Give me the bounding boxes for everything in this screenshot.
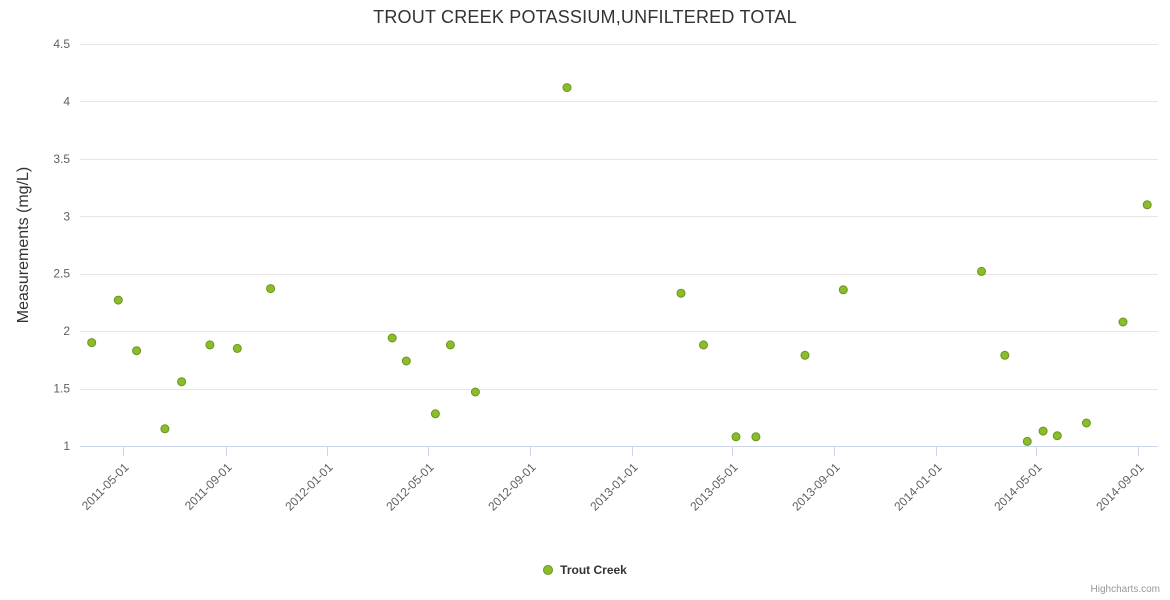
y-tick-label: 1 (63, 439, 70, 453)
data-point[interactable] (699, 340, 708, 350)
data-point[interactable] (1000, 350, 1010, 360)
x-tick-label: 2012-05-01 (383, 460, 437, 514)
data-point[interactable] (1118, 317, 1128, 327)
legend-marker-icon (543, 565, 554, 575)
x-tick-label: 2014-09-01 (1093, 460, 1147, 514)
data-point[interactable] (1038, 426, 1048, 436)
legend-label: Trout Creek (560, 563, 627, 577)
y-tick-label: 4.5 (53, 37, 70, 51)
x-tick-label: 2011-09-01 (182, 460, 235, 513)
data-point[interactable] (401, 356, 411, 366)
data-point[interactable] (445, 340, 455, 350)
legend-item-trout-creek[interactable]: Trout Creek (0, 563, 1170, 577)
data-point[interactable] (205, 340, 215, 350)
data-point[interactable] (751, 432, 761, 442)
data-point[interactable] (232, 343, 242, 353)
data-point[interactable] (676, 288, 686, 298)
data-point[interactable] (266, 284, 276, 294)
data-point[interactable] (1081, 418, 1091, 428)
x-tick-label: 2014-05-01 (991, 460, 1045, 514)
data-point[interactable] (800, 350, 810, 360)
data-point[interactable] (87, 338, 97, 348)
y-tick-label: 3.5 (53, 152, 70, 166)
x-tick-label: 2012-01-01 (282, 460, 336, 514)
data-point[interactable] (132, 346, 142, 356)
data-point[interactable] (731, 432, 741, 442)
y-tick-label: 4 (63, 94, 70, 108)
y-tick-label: 2 (63, 324, 70, 338)
x-tick-label: 2011-05-01 (79, 460, 132, 513)
data-point[interactable] (177, 377, 187, 387)
y-tick-label: 1.5 (53, 382, 70, 396)
x-tick-label: 2012-09-01 (485, 460, 539, 514)
data-point[interactable] (470, 387, 480, 397)
data-point[interactable] (562, 83, 572, 93)
data-point[interactable] (113, 295, 123, 305)
data-point[interactable] (1052, 431, 1062, 441)
x-tick-label: 2013-05-01 (687, 460, 741, 514)
y-tick-label: 2.5 (53, 267, 70, 281)
data-point[interactable] (430, 409, 440, 419)
data-point[interactable] (387, 333, 397, 343)
x-tick-label: 2014-01-01 (891, 460, 945, 514)
chart-title: TROUT CREEK POTASSIUM,UNFILTERED TOTAL (373, 7, 797, 27)
x-tick-label: 2013-09-01 (789, 460, 843, 514)
data-point[interactable] (838, 285, 848, 295)
data-point[interactable] (160, 424, 170, 434)
data-point[interactable] (1022, 436, 1032, 446)
y-tick-label: 3 (63, 209, 70, 223)
data-point[interactable] (977, 266, 986, 276)
x-tick-label: 2013-01-01 (587, 460, 641, 514)
data-point[interactable] (1142, 200, 1152, 210)
highcharts-credit-link[interactable]: Highcharts.com (1090, 584, 1160, 595)
